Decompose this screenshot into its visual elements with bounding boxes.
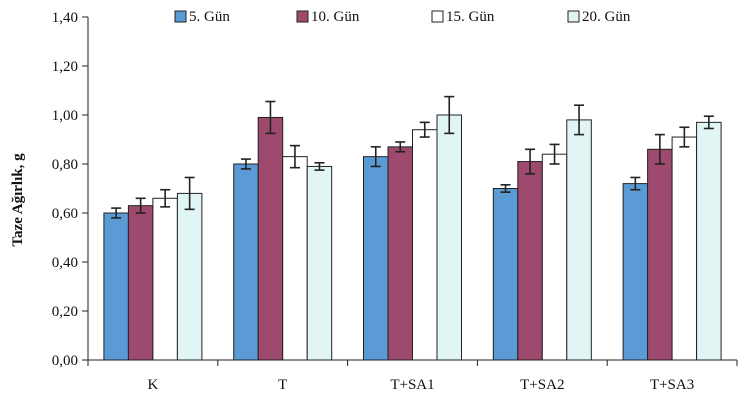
legend-label: 20. Gün (582, 9, 631, 25)
bar (492, 188, 519, 361)
bar (541, 153, 568, 361)
legend-swatch (296, 10, 309, 23)
y-tick-label: 1,20 (52, 59, 78, 75)
x-tick-label: T+SA1 (390, 377, 434, 393)
bar (257, 116, 284, 361)
bar (363, 156, 389, 361)
bar (306, 165, 333, 361)
y-axis: 0,00 0,20 0,40 0,60 0,80 1,00 1,20 1,40 (52, 10, 89, 369)
bar (671, 136, 698, 361)
bar (282, 156, 308, 361)
y-axis-title: Taze Ağırlık, g (10, 153, 26, 247)
bar (176, 192, 203, 361)
x-tick-label: T (278, 377, 287, 393)
bar (647, 148, 673, 361)
bar (696, 121, 722, 361)
bar (152, 197, 178, 361)
legend-swatch (174, 10, 187, 23)
x-tick-label: T+SA3 (650, 377, 694, 393)
legend-swatch (431, 10, 444, 23)
y-tick-label: 0,00 (52, 353, 78, 369)
y-tick-label: 0,40 (52, 255, 78, 271)
x-tick-label: K (147, 377, 158, 393)
legend-label: 15. Gün (446, 9, 495, 25)
y-tick-label: 1,40 (52, 10, 78, 26)
legend-label: 5. Gün (189, 9, 230, 25)
bar (103, 212, 129, 361)
legend: 5. Gün 10. Gün 15. Gün 20. Gün (174, 9, 631, 25)
y-tick-label: 0,60 (52, 206, 78, 222)
bar (387, 146, 413, 361)
x-tick-label: T+SA2 (520, 377, 564, 393)
y-tick-label: 0,20 (52, 304, 78, 320)
bar (127, 205, 154, 361)
bars-group (103, 95, 722, 361)
y-tick-label: 0,80 (52, 157, 78, 173)
bar (622, 183, 649, 361)
bar (233, 163, 259, 361)
bar (436, 114, 462, 361)
y-tick-label: 1,00 (52, 108, 78, 124)
bar (566, 119, 592, 361)
legend-swatch (567, 10, 580, 23)
legend-label: 10. Gün (311, 9, 360, 25)
bar (412, 129, 438, 361)
bar (517, 161, 543, 361)
x-axis: K T T+SA1 T+SA2 T+SA3 (87, 359, 738, 393)
